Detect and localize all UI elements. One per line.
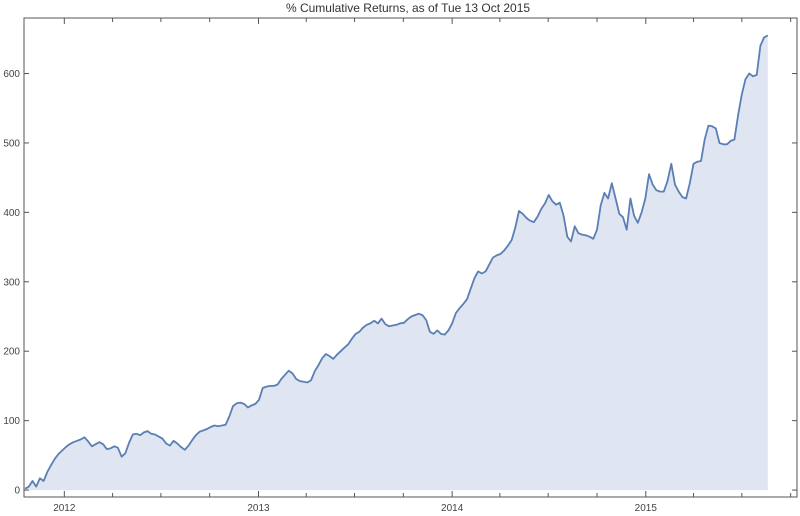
y-tick-label: 100 bbox=[3, 416, 20, 427]
y-tick-label: 600 bbox=[3, 69, 20, 80]
series-area bbox=[25, 35, 768, 491]
x-tick-label: 2014 bbox=[441, 503, 464, 514]
x-axis: 2012 2013 2014 2015 bbox=[53, 18, 792, 514]
line-layer bbox=[24, 34, 769, 490]
chart-title: % Cumulative Returns, as of Tue 13 Oct 2… bbox=[286, 1, 530, 15]
plot-frame-rect bbox=[23, 17, 798, 498]
y-tick-label: 0 bbox=[14, 486, 20, 497]
plot-frame bbox=[23, 17, 798, 498]
area-layer bbox=[25, 35, 768, 491]
y-tick-label: 200 bbox=[3, 347, 20, 358]
y-tick-label: 300 bbox=[3, 277, 20, 288]
x-tick-label: 2015 bbox=[635, 503, 658, 514]
x-tick-label: 2012 bbox=[53, 503, 76, 514]
x-tick-label: 2013 bbox=[247, 503, 270, 514]
y-tick-label: 400 bbox=[3, 208, 20, 219]
y-axis: 0 100 200 300 400 500 600 bbox=[3, 69, 797, 497]
series-line bbox=[24, 34, 769, 490]
y-tick-label: 500 bbox=[3, 138, 20, 149]
